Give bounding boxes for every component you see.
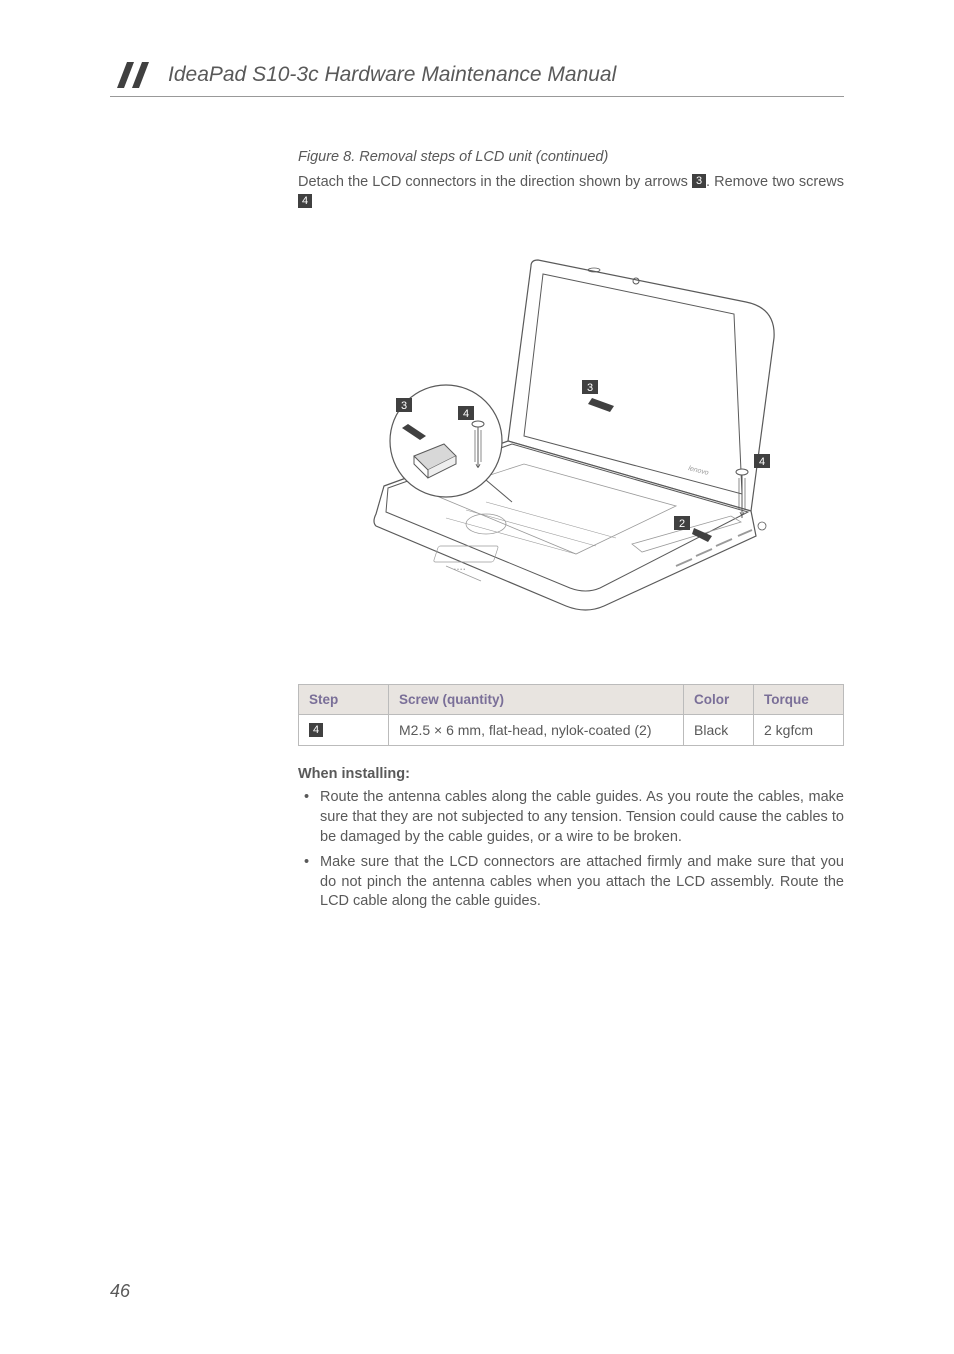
- step-marker: 4: [309, 723, 323, 737]
- th-color: Color: [684, 685, 754, 715]
- diagram-callout-4b: 4: [759, 456, 765, 468]
- td-torque: 2 kgfcm: [754, 715, 844, 746]
- th-torque: Torque: [754, 685, 844, 715]
- install-list: Route the antenna cables along the cable…: [298, 788, 844, 911]
- page-number: 46: [110, 1281, 130, 1302]
- svg-text:• • • •: • • • •: [454, 567, 465, 573]
- figure-caption: Figure 8. Removal steps of LCD unit (con…: [298, 149, 844, 165]
- table-row: 4 M2.5 × 6 mm, flat-head, nylok-coated (…: [299, 715, 844, 746]
- diagram-container: lenovo 3 4: [298, 236, 844, 636]
- screw-table: Step Screw (quantity) Color Torque 4 M2.…: [298, 684, 844, 746]
- diagram-callout-2: 2: [679, 518, 685, 530]
- header-title: IdeaPad S10-3c Hardware Maintenance Manu…: [168, 63, 616, 87]
- install-bullet-2: Make sure that the LCD connectors are at…: [298, 853, 844, 912]
- page: IdeaPad S10-3c Hardware Maintenance Manu…: [0, 0, 954, 958]
- instruction-mid: . Remove two screws: [706, 174, 844, 190]
- logo-slashes-icon: [110, 60, 156, 90]
- laptop-diagram-icon: lenovo 3 4: [336, 246, 806, 626]
- th-step: Step: [299, 685, 389, 715]
- install-bullet-1: Route the antenna cables along the cable…: [298, 788, 844, 847]
- diagram-callout-3b: 3: [587, 382, 593, 394]
- diagram-callout-4a: 4: [463, 408, 469, 420]
- instruction-text: Detach the LCD connectors in the directi…: [298, 173, 844, 212]
- callout-3-inline: 3: [692, 174, 706, 188]
- table-header-row: Step Screw (quantity) Color Torque: [299, 685, 844, 715]
- callout-4-inline: 4: [298, 194, 312, 208]
- instruction-pre: Detach the LCD connectors in the directi…: [298, 174, 692, 190]
- th-screw: Screw (quantity): [389, 685, 684, 715]
- content-area: Figure 8. Removal steps of LCD unit (con…: [110, 149, 844, 912]
- diagram-callout-3a: 3: [401, 400, 407, 412]
- td-screw: M2.5 × 6 mm, flat-head, nylok-coated (2): [389, 715, 684, 746]
- page-header: IdeaPad S10-3c Hardware Maintenance Manu…: [110, 60, 844, 97]
- installing-heading: When installing:: [298, 766, 844, 782]
- svg-text:lenovo: lenovo: [688, 465, 710, 477]
- td-step: 4: [299, 715, 389, 746]
- td-color: Black: [684, 715, 754, 746]
